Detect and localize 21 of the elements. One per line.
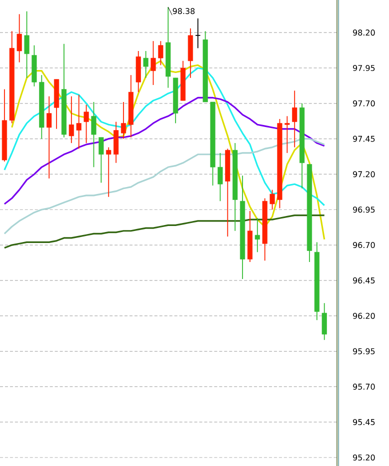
- candlestick: [254, 218, 260, 253]
- candlestick: [322, 302, 327, 340]
- candlestick: [76, 94, 82, 150]
- candlestick: [120, 102, 126, 140]
- candlestick: [292, 90, 298, 148]
- candlestick: [68, 96, 74, 144]
- line-series: [4, 67, 326, 206]
- candlestick: [270, 189, 275, 210]
- candlestick: [16, 14, 22, 63]
- candlestick: [195, 18, 201, 49]
- candlestick: [143, 50, 148, 78]
- candlestick: [284, 116, 290, 154]
- candlestick: [106, 146, 112, 198]
- candlestick: [150, 40, 156, 86]
- candlestick: [158, 40, 164, 66]
- candlestick: [24, 10, 30, 78]
- candlestick: [46, 96, 52, 179]
- candlestick: [84, 104, 89, 144]
- candlestick: [98, 136, 104, 184]
- candlestick: [91, 102, 96, 168]
- candlestick: [218, 152, 223, 202]
